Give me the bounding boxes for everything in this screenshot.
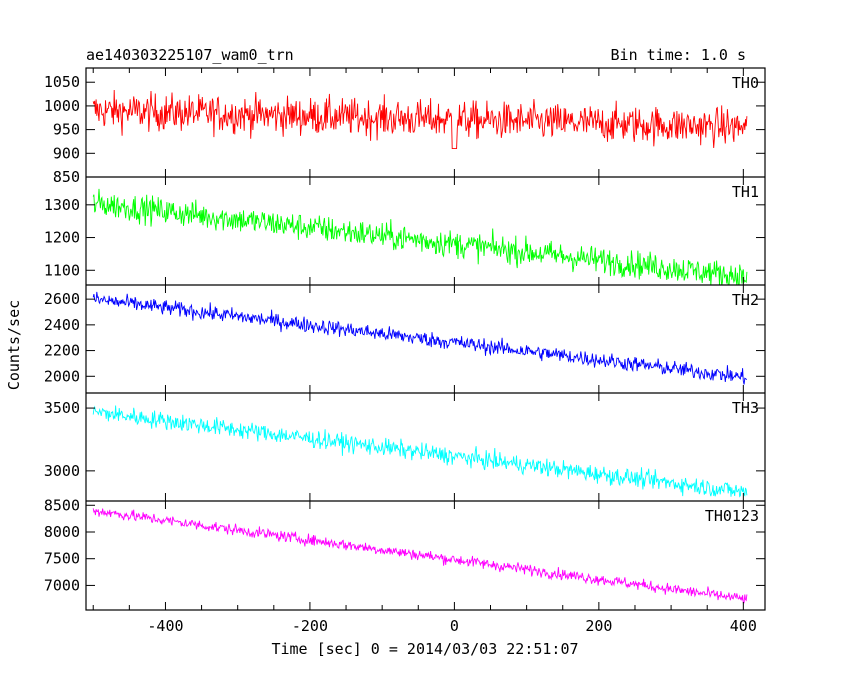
y-tick-label-th0: 1000 — [44, 97, 80, 115]
series-line-th3 — [92, 405, 748, 498]
chart-title: ae140303225107_wam0_trn — [86, 46, 294, 64]
y-tick-label-th1: 1300 — [44, 196, 80, 214]
y-tick-label-th0: 900 — [53, 144, 80, 162]
x-tick-label: 400 — [730, 617, 757, 635]
x-tick-label: 200 — [585, 617, 612, 635]
panel-label-th2: TH2 — [732, 291, 759, 309]
panel-label-th0: TH0 — [732, 74, 759, 92]
y-tick-label-th0123: 7000 — [44, 576, 80, 594]
y-tick-label-th2: 2600 — [44, 290, 80, 308]
y-tick-label-th3: 3500 — [44, 399, 80, 417]
y-tick-label-th0123: 8000 — [44, 523, 80, 541]
y-tick-label-th2: 2400 — [44, 316, 80, 334]
y-tick-label-th0: 1050 — [44, 73, 80, 91]
y-tick-label-th2: 2000 — [44, 367, 80, 385]
bin-time-label: Bin time: 1.0 s — [610, 46, 746, 64]
x-tick-label: 0 — [450, 617, 459, 635]
panel-label-th3: TH3 — [732, 399, 759, 417]
y-tick-label-th0: 950 — [53, 121, 80, 139]
x-tick-label: -400 — [147, 617, 183, 635]
panel-label-th1: TH1 — [732, 183, 759, 201]
y-tick-label-th0123: 8500 — [44, 496, 80, 514]
y-axis-label: Counts/sec — [5, 299, 23, 391]
series-line-th1 — [92, 188, 748, 285]
y-tick-label-th0123: 7500 — [44, 550, 80, 568]
y-tick-label-th0: 850 — [53, 168, 80, 186]
x-axis-label: Time [sec] 0 = 2014/03/03 22:51:07 — [271, 640, 579, 658]
plot-frame — [85, 67, 766, 611]
series-line-th2 — [92, 291, 748, 385]
panel-label-th0123: TH0123 — [705, 507, 759, 525]
y-tick-label-th2: 2200 — [44, 342, 80, 360]
y-tick-label-th1: 1200 — [44, 229, 80, 247]
y-tick-label-th3: 3000 — [44, 462, 80, 480]
series-line-th0 — [92, 89, 748, 150]
y-tick-label-th1: 1100 — [44, 261, 80, 279]
x-tick-label: -200 — [292, 617, 328, 635]
series-line-th0123 — [92, 508, 748, 604]
